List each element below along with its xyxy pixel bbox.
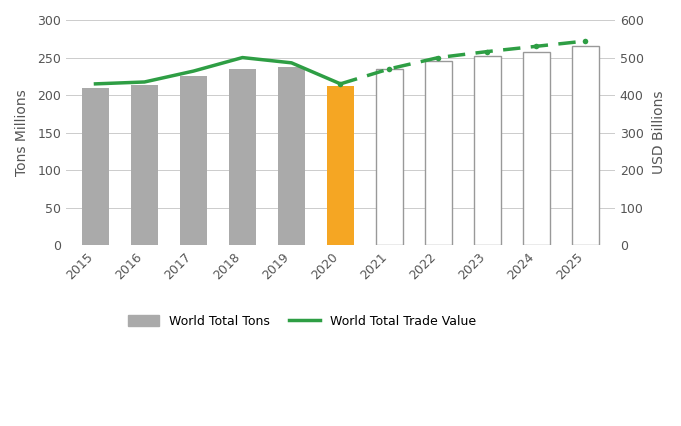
Bar — [82, 88, 109, 245]
Bar — [278, 66, 305, 245]
Bar — [425, 61, 452, 245]
Bar — [572, 46, 599, 245]
Bar — [180, 75, 207, 245]
Bar — [327, 86, 354, 245]
Bar — [376, 69, 403, 245]
Y-axis label: USD Billions: USD Billions — [652, 91, 666, 175]
Legend: World Total Tons, World Total Trade Value: World Total Tons, World Total Trade Valu… — [122, 308, 482, 334]
Bar — [131, 85, 158, 245]
Bar — [229, 69, 256, 245]
Y-axis label: Tons Millions: Tons Millions — [15, 89, 29, 176]
Bar — [474, 56, 501, 245]
Bar — [523, 52, 550, 245]
